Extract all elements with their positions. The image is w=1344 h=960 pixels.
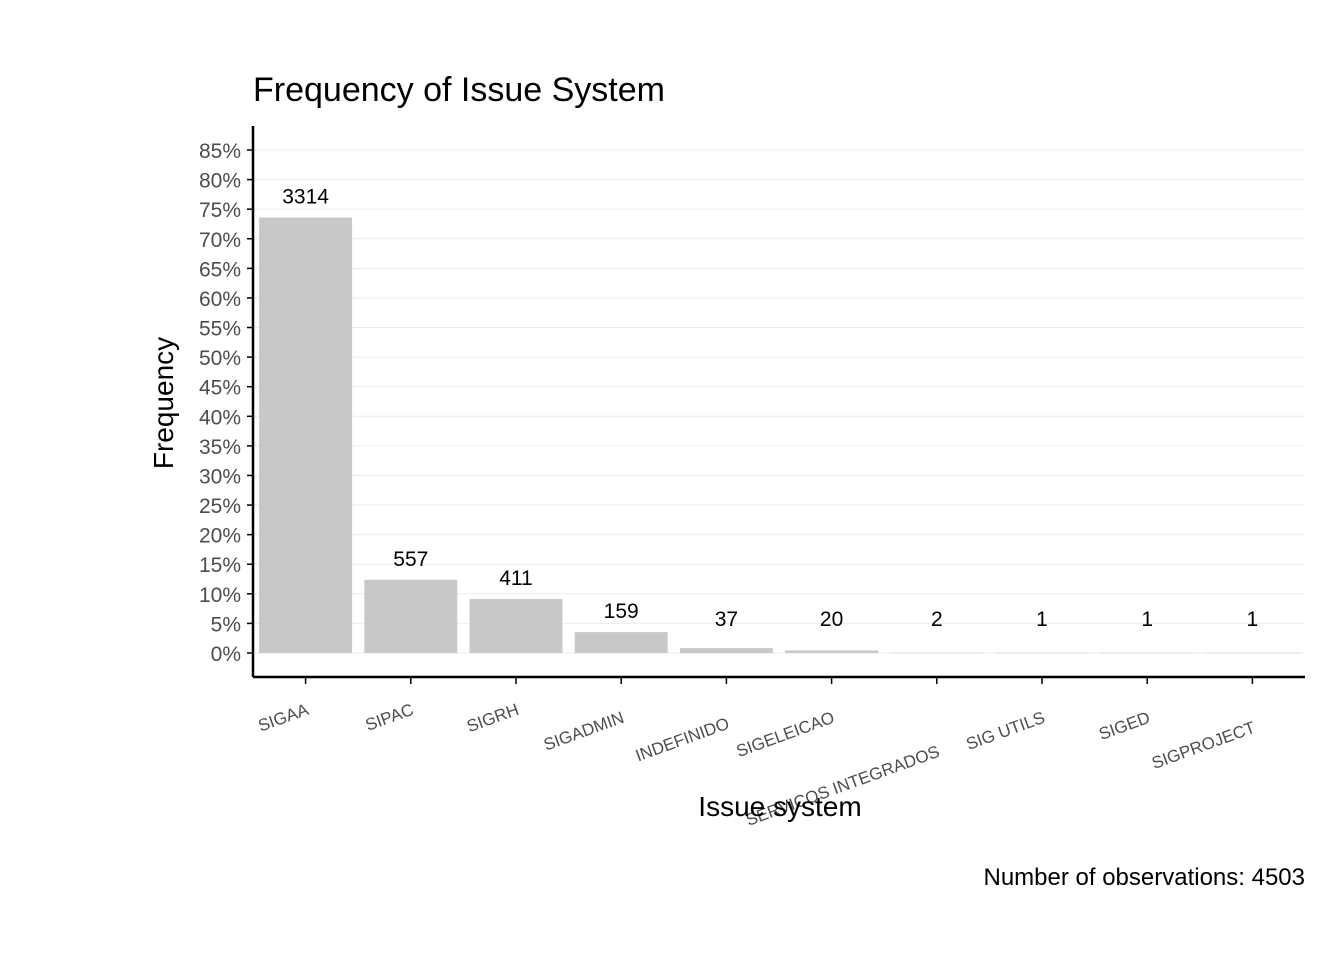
y-tick-label: 50% [199,347,241,370]
x-axis-title: Issue system [698,791,861,822]
bar-value-label: 1 [1141,608,1153,631]
bar-sigproject [1205,652,1299,654]
bar-indefinido [679,648,773,653]
bar-siged [1100,652,1194,654]
y-tick-label: 75% [199,199,241,222]
y-tick-label: 0% [211,643,241,666]
bar-value-label: 411 [499,567,532,590]
y-tick-label: 10% [199,584,241,607]
bar-value-label: 159 [604,600,639,623]
bar-value-label: 1 [1247,608,1259,631]
x-tick-label: INDEFINIDO [633,714,732,765]
y-tick-label: 35% [199,436,241,459]
y-tick-label: 70% [199,229,241,252]
bar-sipac [364,579,458,653]
bar-value-label: 3314 [282,185,329,208]
bar-value-label: 1 [1036,608,1048,631]
bar-servicos-integrados [890,652,984,654]
bar-sigeleicao [785,650,879,653]
bar-value-label: 20 [820,608,843,631]
y-axis: 0% 5% 10% 15% 20% 25% 30% 35% 40% 45% 50% 55% 60% 65%… [199,126,255,677]
bar-value-label: 557 [393,548,428,571]
y-tick-label: 25% [199,495,241,518]
x-tick-label: SIGED [1096,708,1152,744]
y-axis-title: Frequency [148,337,179,469]
bar-value-label: 37 [715,608,738,631]
observations-caption: Number of observations: 4503 [983,864,1305,891]
bar-sig-utils [995,652,1089,654]
gridlines [253,149,1305,654]
x-tick-label: SIGAA [256,700,312,736]
x-tick-label: SIG UTILS [964,708,1048,754]
y-tick-label: 15% [199,554,241,577]
y-tick-label: 20% [199,525,241,548]
data-labels: 3314 557 411 159 37 20 2 1 1 1 [282,185,1258,631]
x-tick-label: SIGELEICAO [734,708,837,761]
bar-sigadmin [574,632,668,653]
y-tick-label: 55% [199,318,241,341]
bars [259,217,1299,654]
y-tick-label: 5% [211,613,241,636]
y-tick-label: 30% [199,465,241,488]
y-tick-label: 65% [199,258,241,281]
x-tick-label: SIPAC [363,700,416,735]
chart-title: Frequency of Issue System [253,71,665,109]
x-tick-label: SIGADMIN [541,708,626,755]
bar-sigaa [259,217,353,653]
y-tick-label: 40% [199,406,241,429]
x-tick-label: SIGPROJECT [1149,718,1258,773]
y-tick-label: 85% [199,140,241,163]
bar-sigrh [469,598,563,653]
y-tick-label: 60% [199,288,241,311]
x-tick-label: SIGRH [464,700,521,736]
y-tick-label: 80% [199,170,241,193]
y-tick-label: 45% [199,377,241,400]
bar-value-label: 2 [931,608,943,631]
